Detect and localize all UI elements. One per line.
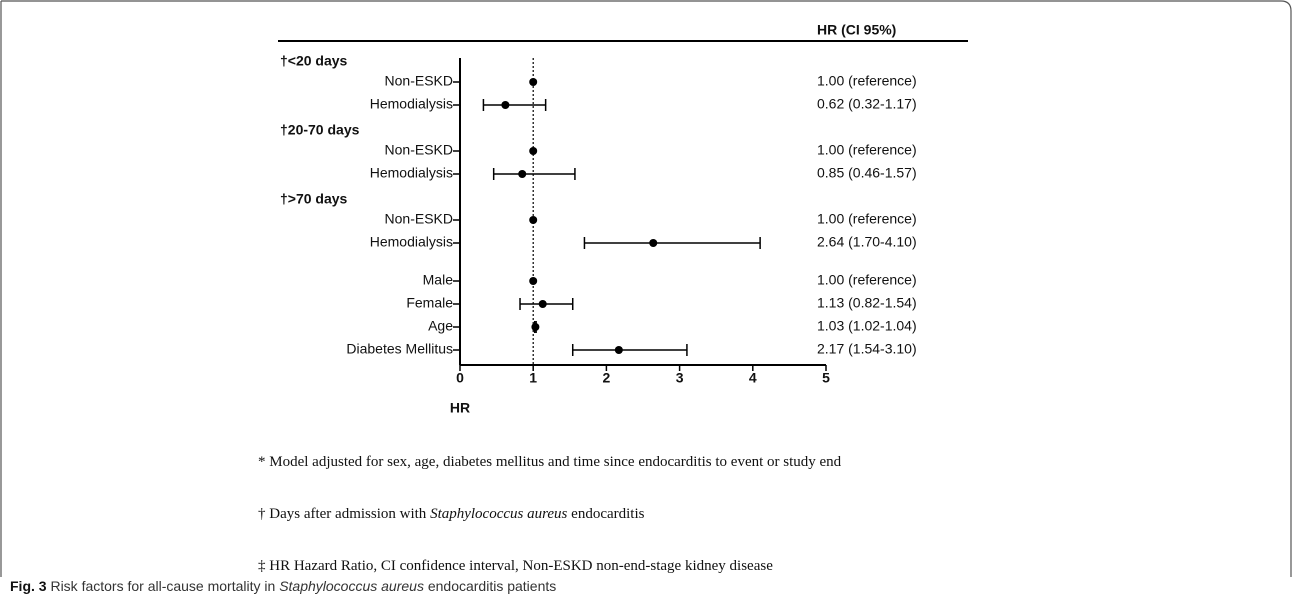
- value-label: 1.00 (reference): [817, 211, 917, 227]
- row-label: Non-ESKD: [385, 73, 453, 89]
- footnote-text: † Days after admission with: [258, 506, 430, 522]
- value-label: 1.00 (reference): [817, 272, 917, 288]
- row-label: Diabetes Mellitus: [346, 341, 453, 357]
- group-label: †>70 days: [280, 191, 348, 207]
- value-label: 0.62 (0.32-1.17): [817, 96, 917, 112]
- footnote-text: endocarditis: [567, 506, 644, 522]
- point-estimate: [614, 346, 623, 354]
- x-tick-label: 0: [456, 370, 464, 386]
- point-estimate: [501, 101, 510, 109]
- x-tick-label: 3: [676, 370, 684, 386]
- value-label: 1.00 (reference): [817, 73, 917, 89]
- footnote-text: ‡ HR Hazard Ratio, CI confidence interva…: [258, 558, 773, 574]
- point-estimate: [531, 323, 540, 331]
- caption-text: endocarditis patients: [424, 578, 556, 594]
- row-label: Female: [406, 295, 453, 311]
- row-label: Hemodialysis: [370, 234, 453, 250]
- footnote: * Model adjusted for sex, age, diabetes …: [258, 454, 842, 470]
- point-estimate: [529, 277, 538, 285]
- footnote-text: * Model adjusted for sex, age, diabetes …: [258, 454, 842, 470]
- point-estimate: [518, 170, 527, 178]
- value-label: 0.85 (0.46-1.57): [817, 165, 917, 181]
- row-label: Age: [428, 318, 453, 334]
- x-axis-label: HR: [450, 400, 470, 416]
- column-header: HR (CI 95%): [817, 22, 896, 38]
- point-estimate: [529, 147, 538, 155]
- value-label: 1.03 (1.02-1.04): [817, 318, 917, 334]
- row-label: Hemodialysis: [370, 96, 453, 112]
- caption-text: Risk factors for all-cause mortality in: [47, 578, 280, 594]
- row-label: Male: [423, 272, 454, 288]
- caption: Fig. 3 Risk factors for all-cause mortal…: [10, 578, 556, 594]
- row-label: Non-ESKD: [385, 142, 453, 158]
- point-estimate: [529, 216, 538, 224]
- footnote: † Days after admission with Staphylococc…: [258, 506, 645, 522]
- point-estimate: [649, 239, 658, 247]
- value-label: 2.17 (1.54-3.10): [817, 341, 917, 357]
- footnote: ‡ HR Hazard Ratio, CI confidence interva…: [258, 558, 773, 574]
- x-tick-label: 4: [749, 370, 757, 386]
- row-label: Hemodialysis: [370, 165, 453, 181]
- x-tick-label: 1: [529, 370, 537, 386]
- x-tick-label: 2: [603, 370, 611, 386]
- value-label: 1.00 (reference): [817, 142, 917, 158]
- value-label: 2.64 (1.70-4.10): [817, 234, 917, 250]
- caption-label: Fig. 3: [10, 578, 47, 594]
- footnote-text: Staphylococcus aureus: [430, 506, 567, 522]
- caption-text: Staphylococcus aureus: [279, 578, 424, 594]
- value-label: 1.13 (0.82-1.54): [817, 295, 917, 311]
- group-label: †20-70 days: [280, 122, 360, 138]
- figure-frame: [0, 0, 1292, 577]
- point-estimate: [538, 300, 547, 308]
- row-label: Non-ESKD: [385, 211, 453, 227]
- point-estimate: [529, 78, 538, 86]
- x-tick-label: 5: [822, 370, 830, 386]
- group-label: †<20 days: [280, 53, 348, 69]
